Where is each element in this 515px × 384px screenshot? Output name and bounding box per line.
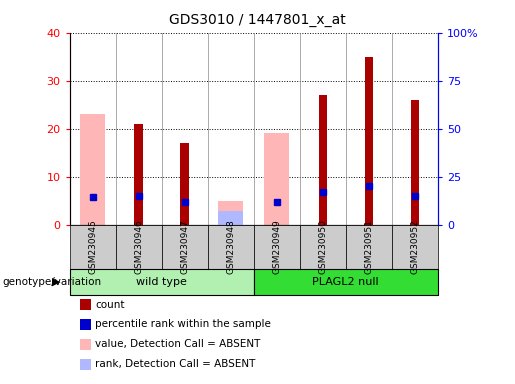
Text: GSM230949: GSM230949 <box>272 219 281 274</box>
Text: GSM230946: GSM230946 <box>134 219 143 274</box>
Bar <box>180 143 188 225</box>
Text: percentile rank within the sample: percentile rank within the sample <box>95 319 271 329</box>
Text: genotype/variation: genotype/variation <box>3 277 101 287</box>
Text: GSM230950: GSM230950 <box>318 219 327 274</box>
Bar <box>365 56 373 225</box>
Bar <box>264 134 289 225</box>
Bar <box>218 201 243 225</box>
Bar <box>80 114 105 225</box>
Text: GSM230951: GSM230951 <box>364 219 373 274</box>
Text: GSM230947: GSM230947 <box>180 219 189 274</box>
Bar <box>218 211 243 225</box>
Text: GSM230948: GSM230948 <box>226 219 235 274</box>
Bar <box>319 95 327 225</box>
Text: rank, Detection Call = ABSENT: rank, Detection Call = ABSENT <box>95 359 255 369</box>
Bar <box>410 100 419 225</box>
Bar <box>134 124 143 225</box>
Text: value, Detection Call = ABSENT: value, Detection Call = ABSENT <box>95 339 261 349</box>
Text: GSM230952: GSM230952 <box>410 219 419 274</box>
Text: wild type: wild type <box>136 277 187 287</box>
Text: GDS3010 / 1447801_x_at: GDS3010 / 1447801_x_at <box>169 13 346 27</box>
Text: PLAGL2 null: PLAGL2 null <box>313 277 379 287</box>
Text: ▶: ▶ <box>53 277 61 287</box>
Text: count: count <box>95 300 125 310</box>
Text: GSM230945: GSM230945 <box>88 219 97 274</box>
